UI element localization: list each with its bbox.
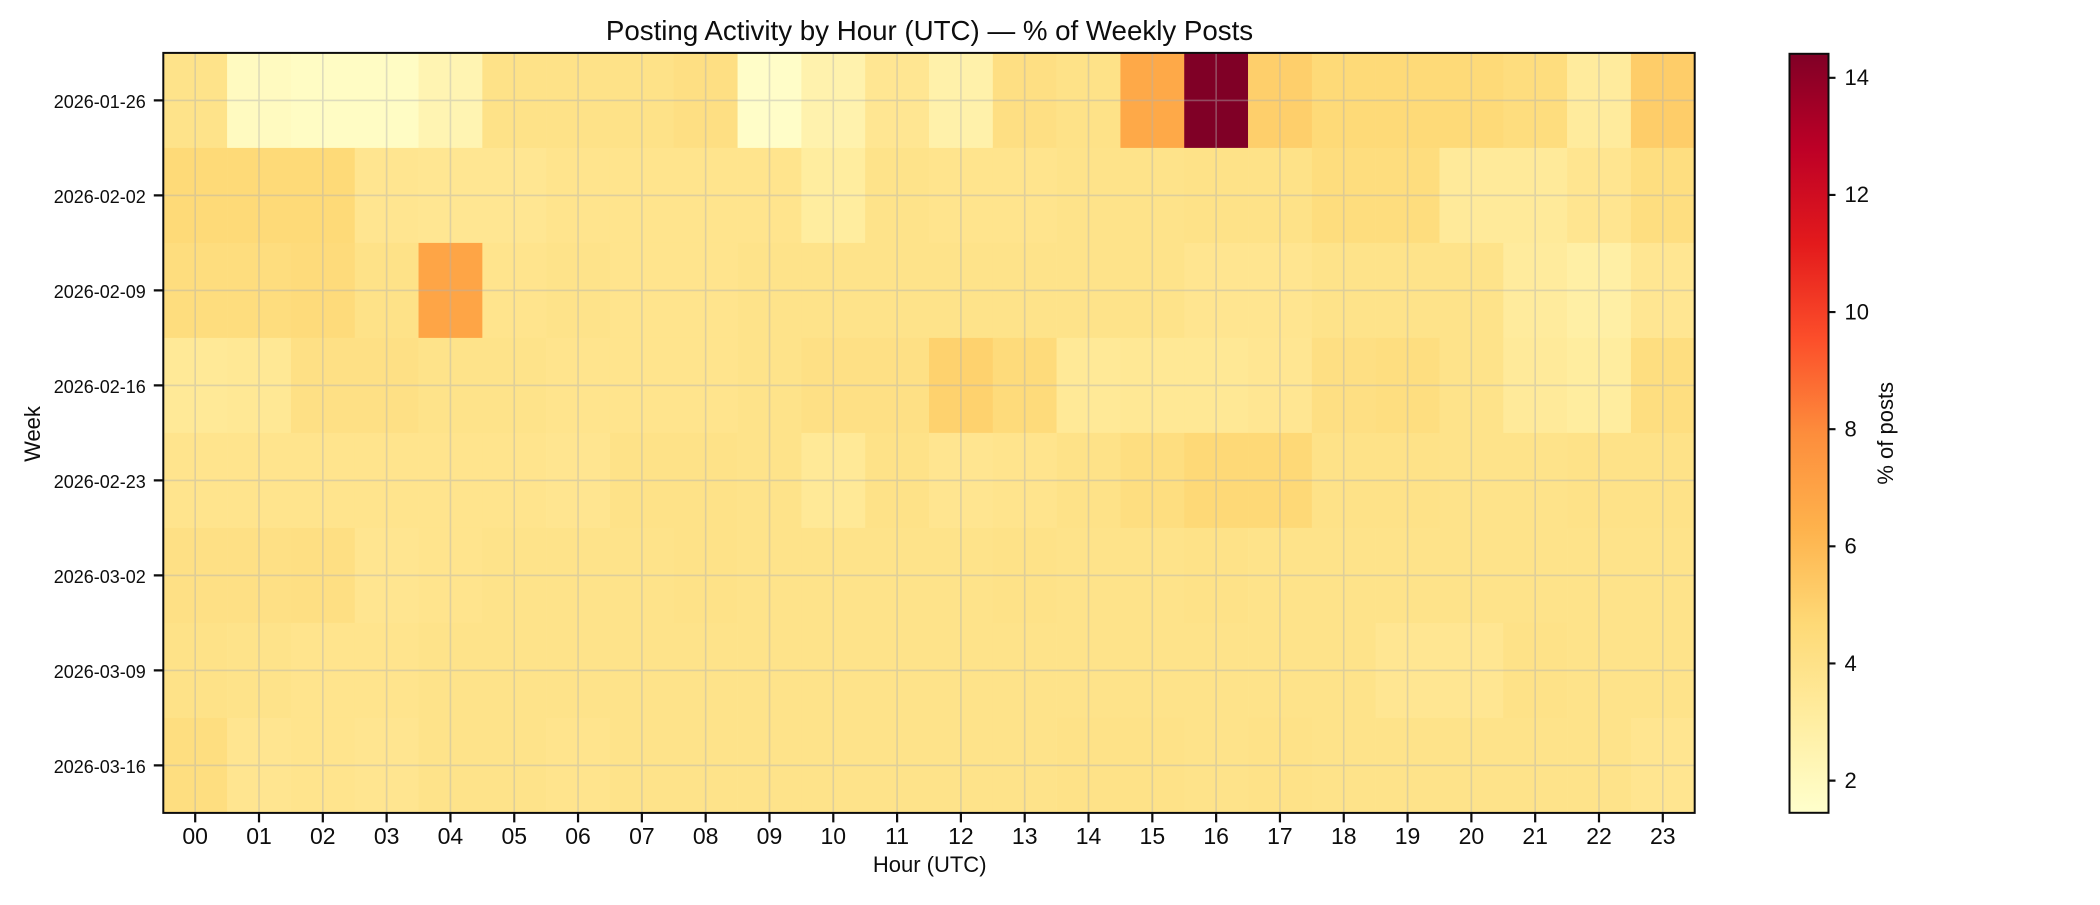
svg-text:Posting Activity by Hour (UTC): Posting Activity by Hour (UTC) — % of We… bbox=[606, 15, 1253, 46]
svg-text:09: 09 bbox=[757, 823, 783, 849]
svg-text:10: 10 bbox=[820, 823, 846, 849]
svg-text:14: 14 bbox=[1845, 65, 1869, 90]
svg-text:% of posts: % of posts bbox=[1873, 382, 1898, 485]
svg-text:05: 05 bbox=[501, 823, 527, 849]
svg-text:17: 17 bbox=[1267, 823, 1293, 849]
svg-text:01: 01 bbox=[246, 823, 272, 849]
svg-text:6: 6 bbox=[1845, 534, 1857, 559]
svg-text:2: 2 bbox=[1845, 768, 1857, 793]
svg-text:Week: Week bbox=[20, 405, 45, 462]
svg-text:4: 4 bbox=[1845, 651, 1857, 676]
svg-text:18: 18 bbox=[1331, 823, 1357, 849]
svg-text:07: 07 bbox=[629, 823, 655, 849]
svg-text:14: 14 bbox=[1076, 823, 1102, 849]
svg-text:10: 10 bbox=[1845, 299, 1869, 324]
svg-text:00: 00 bbox=[182, 823, 208, 849]
svg-text:15: 15 bbox=[1140, 823, 1166, 849]
svg-text:2026-01-26: 2026-01-26 bbox=[54, 92, 146, 112]
svg-text:8: 8 bbox=[1845, 417, 1857, 442]
svg-text:Hour (UTC): Hour (UTC) bbox=[873, 852, 987, 877]
svg-text:2026-02-09: 2026-02-09 bbox=[54, 282, 146, 302]
svg-text:03: 03 bbox=[374, 823, 400, 849]
svg-text:2026-03-09: 2026-03-09 bbox=[54, 662, 146, 682]
svg-text:21: 21 bbox=[1522, 823, 1548, 849]
svg-text:11: 11 bbox=[885, 823, 909, 849]
svg-text:2026-02-02: 2026-02-02 bbox=[54, 187, 146, 207]
svg-text:06: 06 bbox=[565, 823, 591, 849]
svg-text:2026-03-02: 2026-03-02 bbox=[54, 567, 146, 587]
svg-text:2026-03-16: 2026-03-16 bbox=[54, 757, 146, 777]
svg-text:02: 02 bbox=[310, 823, 336, 849]
svg-text:04: 04 bbox=[438, 823, 464, 849]
svg-text:23: 23 bbox=[1650, 823, 1676, 849]
svg-text:08: 08 bbox=[693, 823, 719, 849]
svg-text:19: 19 bbox=[1395, 823, 1421, 849]
svg-text:2026-02-23: 2026-02-23 bbox=[54, 472, 146, 492]
svg-text:12: 12 bbox=[948, 823, 974, 849]
svg-text:12: 12 bbox=[1845, 182, 1869, 207]
svg-text:20: 20 bbox=[1459, 823, 1485, 849]
svg-text:13: 13 bbox=[1012, 823, 1038, 849]
svg-text:16: 16 bbox=[1203, 823, 1229, 849]
svg-text:2026-02-16: 2026-02-16 bbox=[54, 377, 146, 397]
svg-text:22: 22 bbox=[1586, 823, 1612, 849]
